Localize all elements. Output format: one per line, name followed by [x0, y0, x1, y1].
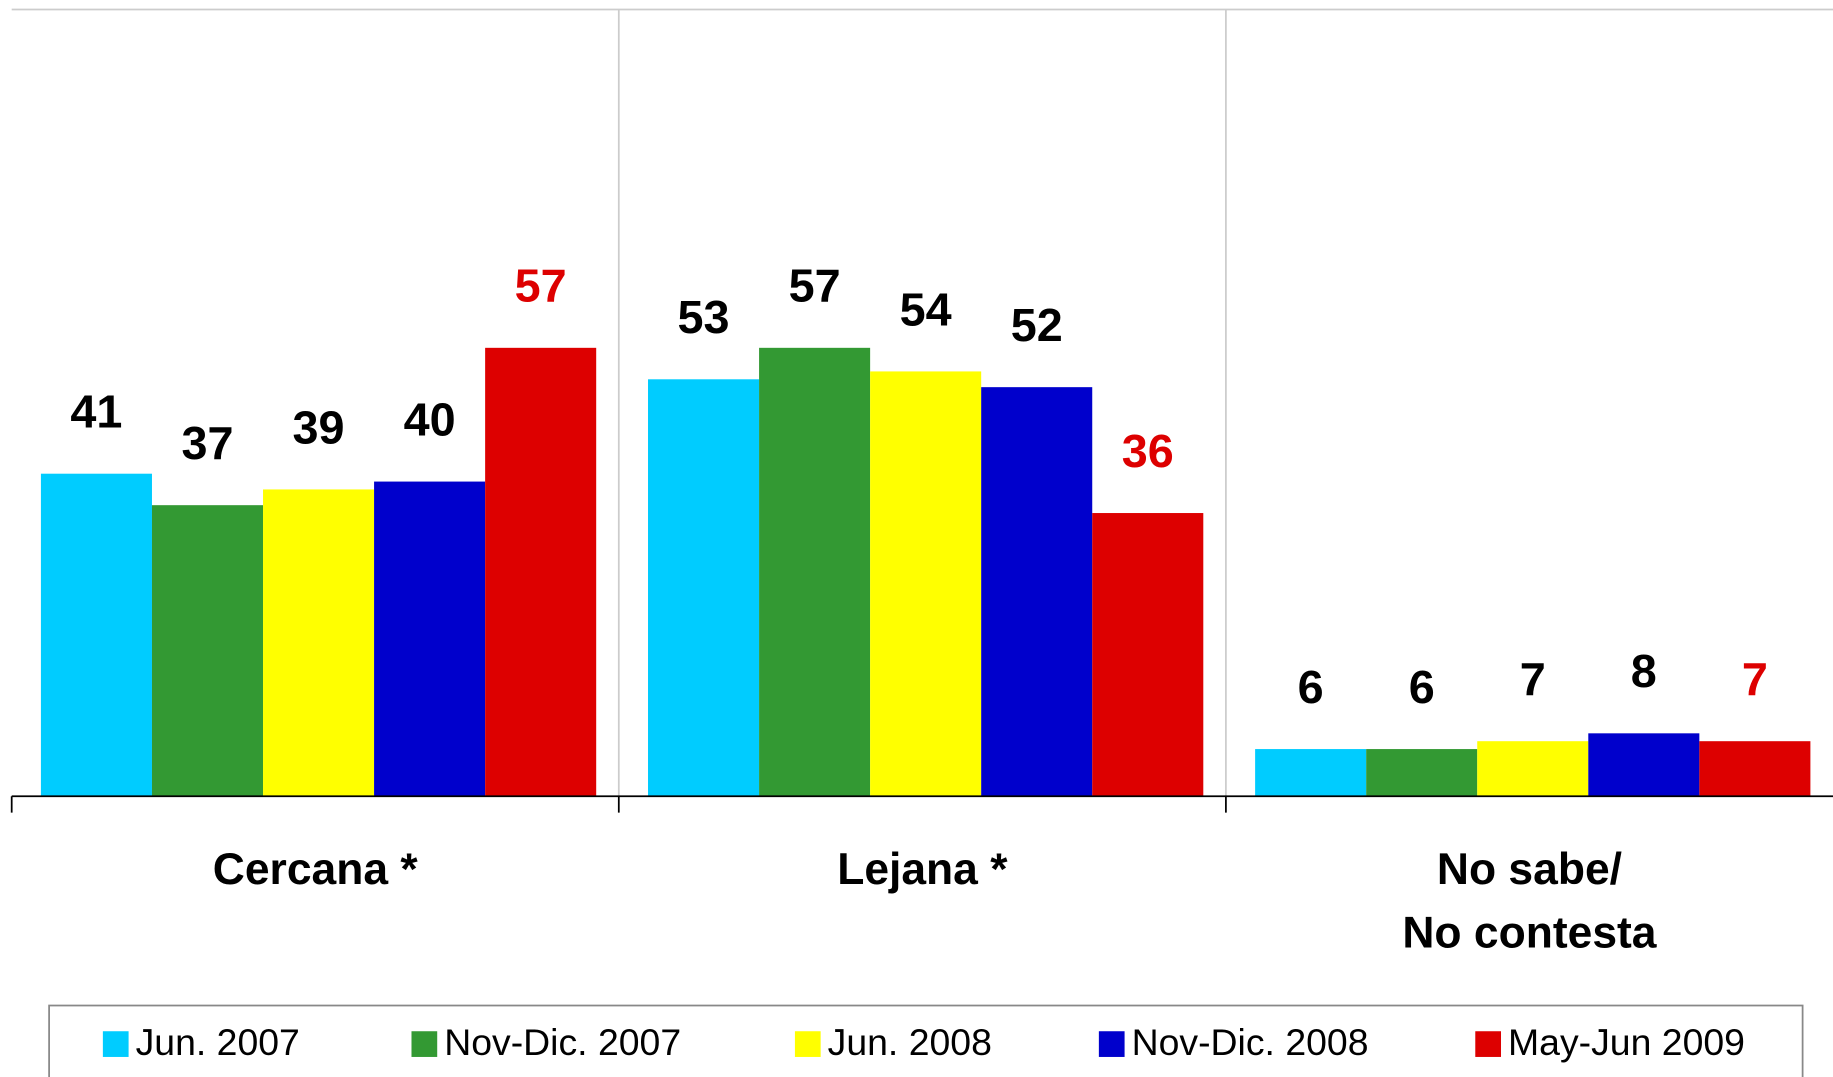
- value-label: 6: [1409, 661, 1435, 713]
- x-tick-label: No sabe/No contesta: [1402, 845, 1656, 957]
- value-label: 7: [1742, 653, 1768, 705]
- legend-label: Jun. 2007: [136, 1021, 300, 1063]
- value-label: 57: [515, 260, 567, 312]
- bar: [1255, 749, 1367, 797]
- legend-swatch: [1475, 1031, 1502, 1057]
- value-label: 7: [1520, 653, 1546, 705]
- legend-swatch: [102, 1031, 129, 1057]
- x-tick-label: Cercana *: [213, 845, 419, 894]
- bar: [1366, 749, 1478, 797]
- bar: [1092, 513, 1204, 797]
- legend-label: Nov-Dic. 2008: [1132, 1021, 1369, 1063]
- bar: [40, 473, 152, 797]
- legend-swatch: [1098, 1031, 1125, 1057]
- bar: [870, 371, 982, 797]
- value-label: 39: [293, 401, 345, 453]
- value-label: 54: [900, 283, 952, 335]
- bar: [263, 489, 375, 797]
- value-label: 52: [1011, 299, 1063, 351]
- legend-box: [48, 1004, 1804, 1077]
- legend-swatch: [794, 1031, 821, 1057]
- legend-label: Nov-Dic. 2007: [444, 1021, 681, 1063]
- value-label: 57: [789, 260, 841, 312]
- value-label: 8: [1631, 645, 1657, 697]
- x-tick-label: Lejana *: [837, 845, 1008, 894]
- value-label: 40: [404, 393, 456, 445]
- x-tick-label-line: No sabe/: [1437, 845, 1622, 894]
- bar: [1588, 733, 1700, 797]
- value-label: 6: [1298, 661, 1324, 713]
- bar: [151, 505, 264, 797]
- value-label: 37: [181, 417, 233, 469]
- bar: [648, 379, 760, 797]
- legend-label: Jun. 2008: [828, 1021, 992, 1063]
- bar: [759, 347, 871, 797]
- bar: [981, 387, 1093, 797]
- x-tick-label-line: No contesta: [1402, 908, 1656, 957]
- bar: [374, 481, 486, 797]
- value-label: 41: [70, 386, 122, 438]
- value-label: 53: [678, 291, 730, 343]
- bar: [485, 347, 597, 797]
- value-label: 36: [1122, 425, 1174, 477]
- bar: [1699, 741, 1811, 797]
- legend-label: May-Jun 2009: [1508, 1021, 1745, 1063]
- bar: [1477, 741, 1589, 797]
- legend-swatch: [411, 1031, 438, 1057]
